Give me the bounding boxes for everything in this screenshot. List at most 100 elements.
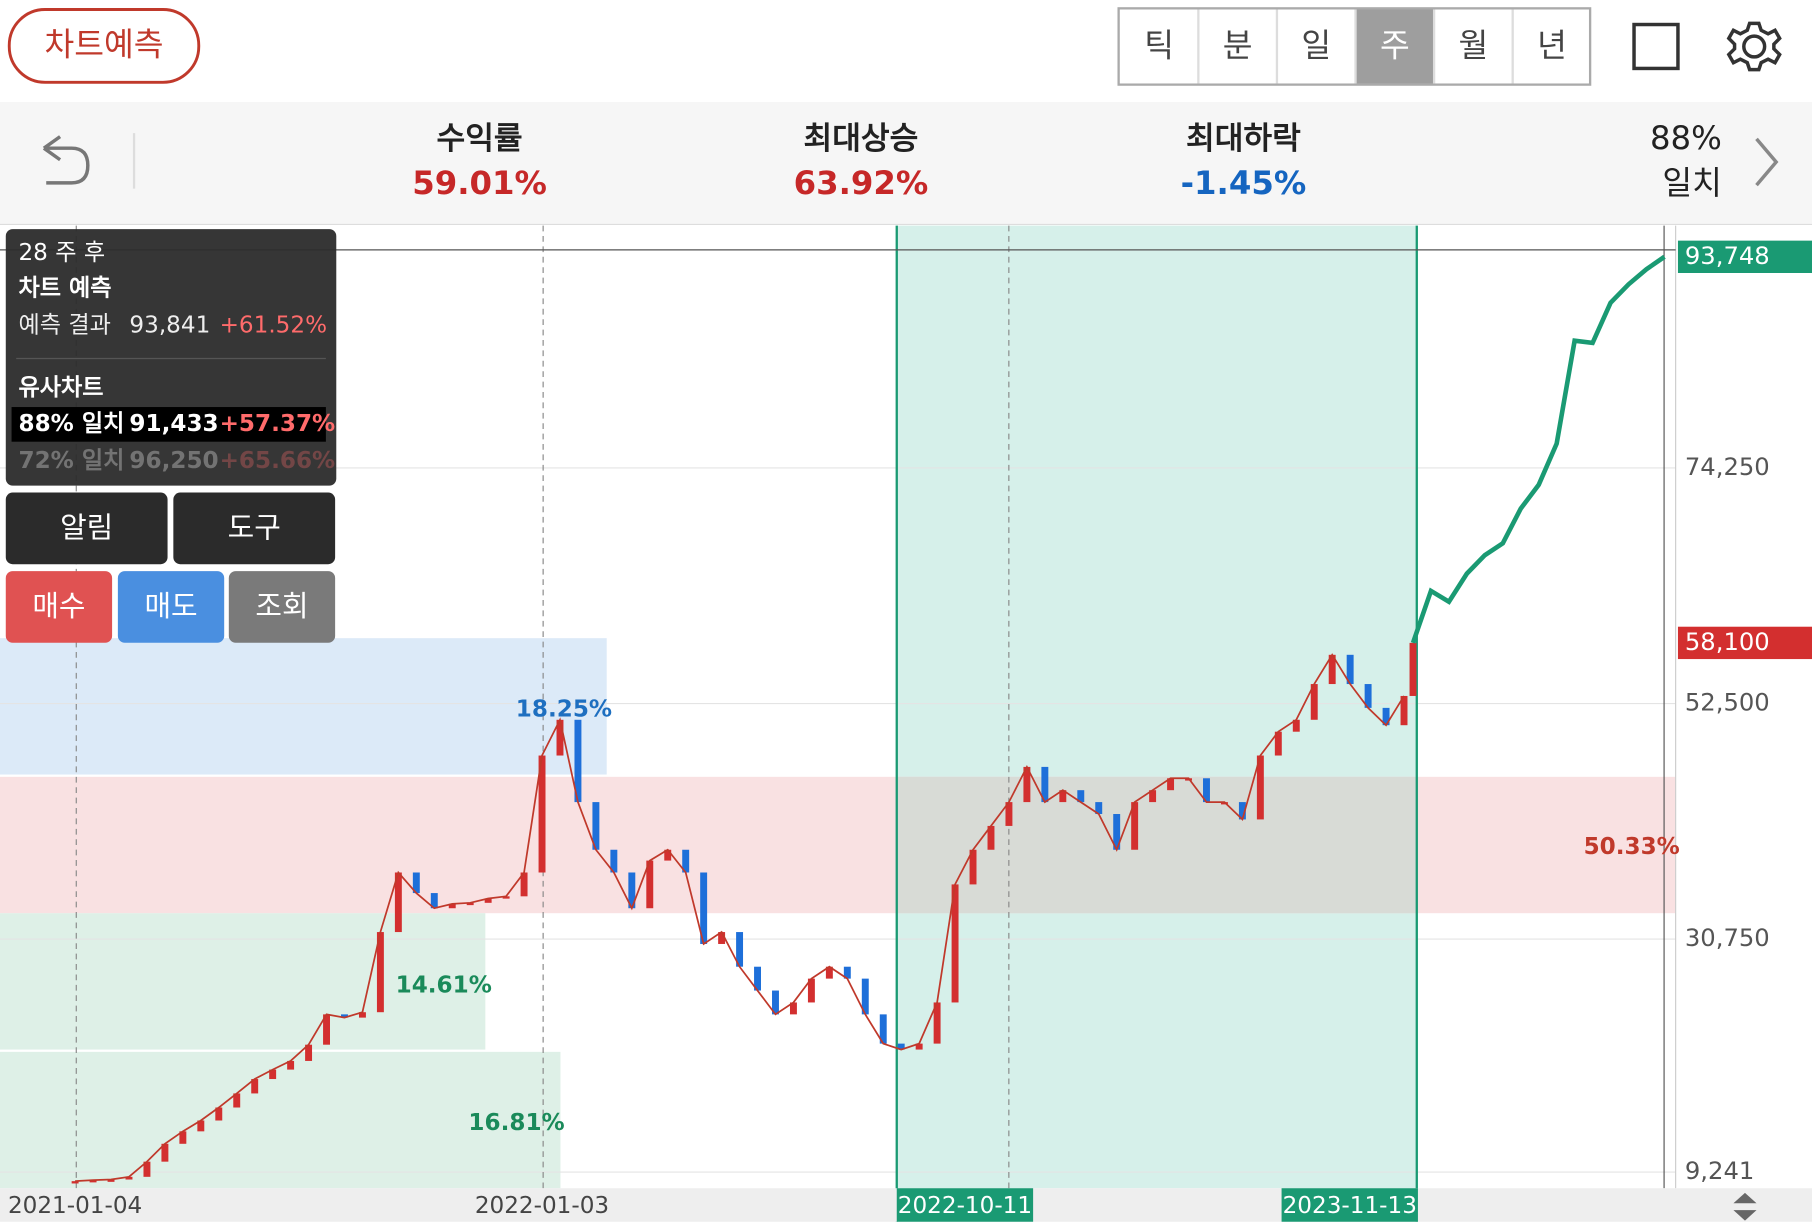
settings-icon[interactable] (1726, 21, 1782, 72)
similar-price: 91,433 (129, 411, 218, 437)
fullscreen-icon[interactable] (1632, 22, 1680, 71)
match-label: 일치 (1662, 164, 1722, 202)
candle (1149, 790, 1157, 803)
action-button[interactable] (173, 492, 336, 565)
candle (1131, 802, 1139, 850)
range-label: 50.33% (1584, 834, 1680, 860)
candle (718, 932, 726, 944)
tooltip-text: 유사차트 (18, 375, 103, 401)
candle (897, 1043, 905, 1050)
candle (323, 1014, 330, 1045)
stat-value: 59.01% (412, 164, 547, 202)
action-button[interactable] (5, 492, 168, 565)
candle (772, 990, 779, 1015)
candle (538, 755, 546, 873)
tooltip-text: 차트 예측 (18, 276, 111, 302)
tab[interactable]: 주 (1380, 27, 1410, 65)
candle (1310, 684, 1318, 720)
similar-change: +57.37% (220, 411, 336, 437)
candle (161, 1143, 169, 1162)
action-button[interactable] (117, 571, 225, 643)
candle (1023, 766, 1031, 803)
candle (825, 966, 833, 979)
candle (1292, 719, 1300, 732)
stats-bar (0, 101, 1812, 225)
candle (843, 966, 851, 979)
candle (448, 903, 456, 909)
tab-selected[interactable] (1355, 9, 1435, 84)
candle (358, 1012, 366, 1018)
range-box (0, 776, 1676, 914)
x-tick-label: 2023-11-13 (1283, 1193, 1417, 1219)
action-button[interactable] (5, 571, 113, 643)
similar-label: 88% 일치 (18, 411, 124, 437)
candle (736, 932, 744, 967)
candle (179, 1131, 187, 1144)
candle (1167, 778, 1175, 791)
y-tick-label: 9,241 (1685, 1156, 1754, 1185)
candle (502, 896, 510, 899)
similar-price: 96,250 (129, 448, 218, 474)
prediction-button-label[interactable]: 차트예측 (44, 25, 163, 63)
candle (592, 802, 600, 850)
prediction-button[interactable] (7, 8, 201, 84)
candle (807, 978, 815, 1003)
candle (789, 1002, 797, 1015)
action-button-label[interactable]: 매수 (32, 589, 85, 623)
candle (89, 1180, 97, 1183)
candle (1077, 790, 1085, 803)
action-button[interactable] (228, 571, 336, 643)
candle (646, 860, 654, 909)
candle (754, 966, 761, 991)
stat-value: 63.92% (794, 164, 929, 202)
candle (610, 849, 618, 873)
action-button-label[interactable]: 도구 (228, 511, 281, 545)
forecast-line (1410, 254, 1666, 644)
stat-label: 최대하락 (1186, 121, 1301, 157)
candle (233, 1093, 241, 1108)
candle (915, 1043, 923, 1050)
candle (107, 1179, 115, 1182)
candle (143, 1161, 151, 1177)
forecast-tag-label: 93,748 (1685, 241, 1770, 270)
action-button-label[interactable]: 매도 (144, 589, 197, 623)
forecast-tag (1677, 240, 1812, 273)
candle (269, 1069, 277, 1080)
tooltip-selected-row (11, 407, 326, 442)
candle (466, 902, 474, 906)
tab[interactable]: 일 (1301, 27, 1331, 65)
candle (1346, 654, 1354, 685)
candle (1041, 766, 1049, 803)
candle (71, 1181, 79, 1184)
action-button-label[interactable]: 조회 (255, 589, 308, 623)
candle (125, 1176, 133, 1180)
x-label-box (1281, 1188, 1418, 1222)
action-button-label[interactable]: 알림 (60, 511, 113, 545)
candle (1382, 707, 1390, 726)
scroll-icon[interactable] (1733, 1192, 1757, 1221)
tooltip-text: +61.52% (220, 313, 327, 339)
candle (628, 872, 636, 909)
stat-value: -1.45% (1181, 164, 1307, 202)
candle (1400, 695, 1408, 726)
stat-label: 최대상승 (804, 121, 919, 157)
candle (1328, 654, 1336, 685)
candle (861, 978, 869, 1015)
candle (1113, 814, 1121, 850)
candle (574, 719, 582, 803)
tab[interactable]: 년 (1537, 27, 1567, 65)
candle (412, 872, 420, 894)
candle (376, 932, 384, 1013)
candle (430, 893, 438, 909)
candle (394, 872, 402, 933)
tab[interactable]: 월 (1459, 27, 1489, 65)
y-tick-label: 30,750 (1685, 923, 1770, 952)
tab[interactable]: 분 (1223, 27, 1253, 65)
back-icon[interactable] (42, 135, 90, 185)
next-icon[interactable] (1755, 137, 1779, 187)
range-label: 16.81% (468, 1110, 564, 1136)
tab[interactable]: 틱 (1144, 27, 1174, 65)
candle (305, 1044, 313, 1061)
